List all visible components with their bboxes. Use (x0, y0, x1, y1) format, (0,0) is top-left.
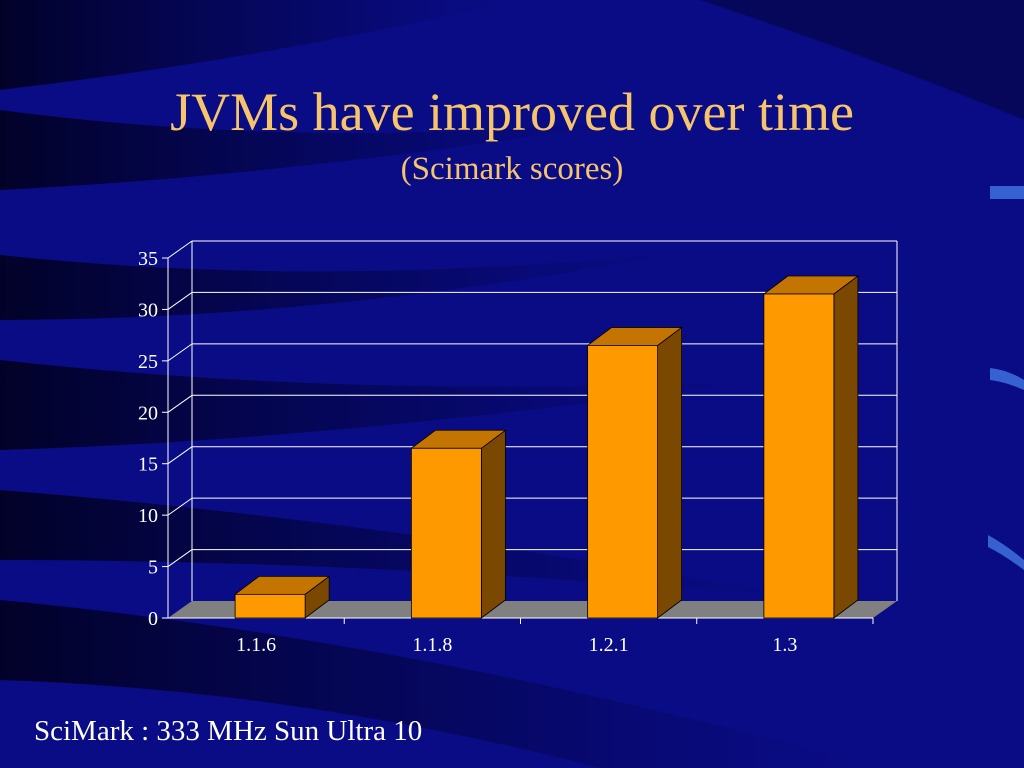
bar-side (657, 326, 683, 619)
bar (587, 345, 659, 619)
gridline-depth (167, 240, 193, 259)
chart-floor (168, 601, 897, 618)
gridline-depth (167, 446, 193, 465)
bar-side (833, 275, 859, 619)
chart-labels: 0 5 10 15 20 25 30 35 1.1.6 1.1.8 1.2.1 1.3 (138, 248, 797, 656)
y-tick-label: 15 (138, 454, 158, 476)
y-tick-label: 35 (138, 248, 158, 270)
slide-subtitle: (Scimark scores) (400, 151, 624, 187)
x-tick-label: 1.1.8 (412, 634, 452, 656)
bar (763, 293, 835, 619)
y-tick-label: 5 (148, 557, 158, 579)
y-tick-label: 25 (138, 351, 158, 373)
y-tick-label: 20 (138, 402, 158, 424)
chart-walls (168, 601, 897, 618)
footnote: SciMark : 333 MHz Sun Ultra 10 (34, 715, 423, 747)
x-tick-label: 1.2.1 (589, 634, 629, 656)
gridline-depth (167, 549, 193, 567)
bar (234, 593, 306, 619)
gridline-depth (167, 394, 193, 413)
gridline-depth (167, 292, 193, 310)
chart-bars (233, 275, 860, 619)
y-tick-label: 30 (138, 299, 158, 321)
x-tick-label: 1.1.6 (236, 634, 276, 656)
gridline-depth (167, 343, 193, 362)
y-tick-label: 0 (148, 608, 158, 630)
slide-title: JVMs have improved over time (170, 82, 854, 142)
x-tick-label: 1.3 (772, 634, 797, 656)
y-tick-label: 10 (138, 505, 158, 527)
gridline-depth (167, 497, 193, 516)
bar-side (480, 429, 506, 619)
bar (410, 447, 482, 619)
